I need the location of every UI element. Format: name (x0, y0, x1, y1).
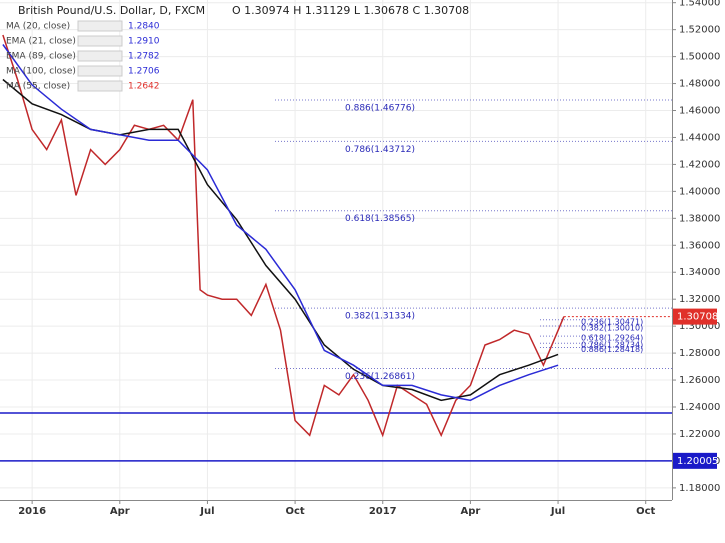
series-line (2, 44, 559, 402)
indicator-buttons (77, 35, 123, 47)
price-label-box (673, 452, 717, 469)
indicator-value: 1.2642 (128, 82, 160, 92)
fib-label: 0.236(1.30471) (581, 317, 643, 326)
price-label: 1.30708 (677, 312, 718, 323)
fib-label: 0.786(1.28734) (581, 341, 643, 350)
chart-title: British Pound/U.S. Dollar, D, FXCM (18, 4, 205, 17)
x-tick-label: 2017 (369, 506, 397, 517)
y-tick-label: 1.26000 (679, 375, 720, 386)
fib-label: 0.786(1.43712) (345, 145, 415, 155)
x-tick-label: Jul (550, 506, 565, 517)
y-tick-label: 1.24000 (679, 402, 720, 413)
fib-label: 0.886(1.28418) (581, 345, 643, 354)
ohlc: O 1.30974 H 1.31129 L 1.30678 C 1.30708 (232, 4, 469, 17)
indicator-label: MA (55, close) (6, 82, 70, 92)
indicator-value: 1.2840 (128, 22, 160, 32)
y-tick-label: 1.44000 (679, 132, 720, 143)
y-tick-label: 1.54000 (679, 0, 720, 9)
indicator-buttons (77, 65, 123, 77)
y-tick-label: 1.22000 (679, 429, 720, 440)
indicator-value: 1.2706 (128, 67, 160, 77)
y-tick-label: 1.38000 (679, 213, 720, 224)
indicator-label: MA (100, close) (6, 67, 76, 77)
y-tick-label: 1.50000 (679, 52, 720, 63)
series-line (2, 34, 565, 438)
fib-label: 0.886(1.46776) (345, 104, 415, 114)
y-tick-label: 1.48000 (679, 79, 720, 90)
x-tick-label: Apr (460, 506, 480, 517)
x-tick-label: 2016 (18, 506, 46, 517)
fib-label: 0.618(1.38565) (345, 214, 415, 224)
x-tick-label: Jul (199, 506, 214, 517)
x-tick-label: Oct (285, 506, 304, 517)
indicator-value: 1.2782 (128, 52, 160, 62)
fib-label: 0.236(1.26861) (345, 372, 415, 382)
y-tick-label: 1.42000 (679, 159, 720, 170)
indicator-label: EMA (21, close) (6, 37, 76, 47)
price-label: 1.20005 (677, 456, 718, 467)
y-tick-label: 1.32000 (679, 294, 720, 305)
y-tick-label: 1.40000 (679, 186, 720, 197)
fib-label: 0.618(1.29264) (581, 334, 643, 343)
indicator-buttons (77, 50, 123, 62)
indicator-label: EMA (89, close) (6, 52, 76, 62)
indicator-buttons (77, 20, 123, 32)
y-tick-label: 1.30000 (679, 321, 720, 332)
y-tick-label: 1.18000 (679, 483, 720, 494)
indicator-value: 1.2910 (128, 37, 160, 47)
fib-label: 0.382(1.30010) (581, 324, 643, 333)
x-tick-label: Oct (636, 506, 655, 517)
indicator-buttons (77, 80, 123, 92)
y-tick-label: 1.34000 (679, 267, 720, 278)
price-label-box (673, 308, 717, 325)
y-tick-label: 1.46000 (679, 106, 720, 117)
x-tick-label: Apr (110, 506, 130, 517)
y-tick-label: 1.28000 (679, 348, 720, 359)
indicator-label: MA (20, close) (6, 22, 70, 32)
y-tick-label: 1.52000 (679, 25, 720, 36)
y-tick-label: 1.36000 (679, 240, 720, 251)
fib-label: 0.382(1.31334) (345, 312, 415, 322)
